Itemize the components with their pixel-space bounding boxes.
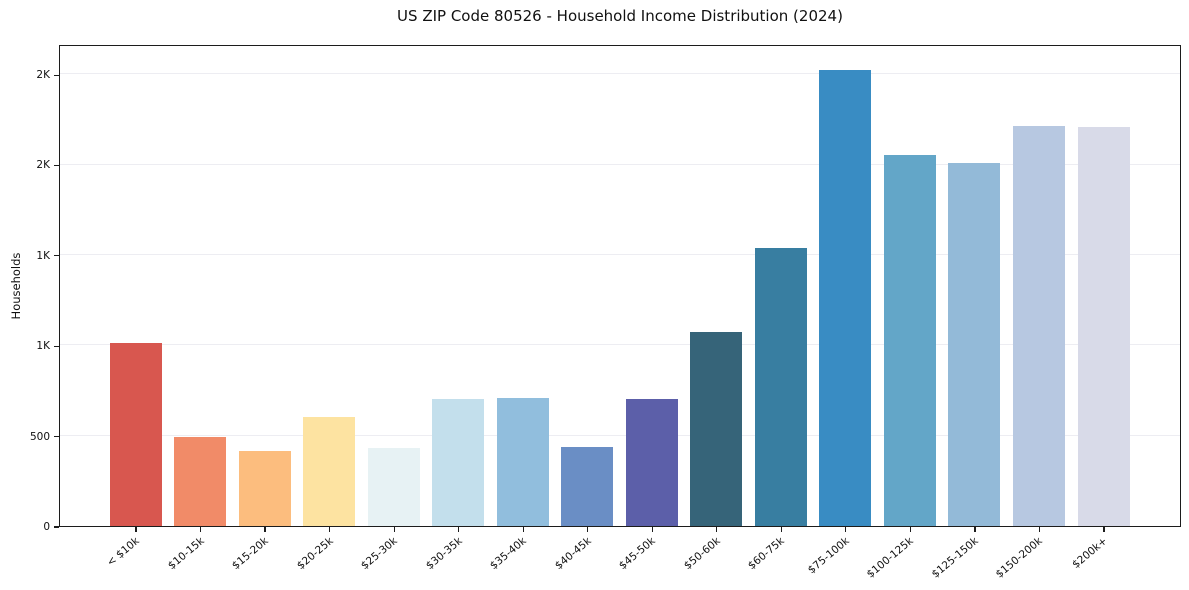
bar-75-100k [819, 69, 872, 526]
bar-100-125k [883, 154, 936, 526]
x-tick-mark [1103, 527, 1105, 532]
y-tick-label: 0 [43, 521, 50, 533]
x-tick-mark [1038, 527, 1041, 532]
x-tick-mark [458, 527, 460, 532]
bar-200k [1077, 127, 1130, 526]
x-tick-mark [199, 527, 202, 532]
y-tick-mark [54, 436, 59, 438]
bar-10-15k [174, 436, 227, 526]
x-tick-mark [845, 527, 847, 532]
bar-20-25k [303, 416, 356, 526]
bar-45-50k [625, 399, 678, 526]
y-tick-label: 2K [36, 159, 50, 172]
x-tick-mark [780, 527, 782, 532]
x-tick-mark [135, 527, 137, 532]
bar-40-45k [561, 447, 614, 526]
y-tick-label: 2K [36, 69, 50, 82]
bar-25-30k [367, 448, 420, 526]
chart-title: US ZIP Code 80526 - Household Income Dis… [397, 7, 843, 25]
gridline [60, 163, 1180, 165]
y-tick-mark [54, 74, 59, 76]
y-tick-mark [54, 164, 59, 167]
y-tick-mark [54, 255, 59, 257]
y-tick-mark [54, 526, 59, 528]
bar-60-75k [754, 247, 807, 526]
x-tick-mark [716, 527, 718, 532]
bar-10k [109, 343, 162, 526]
x-tick-mark [329, 527, 331, 532]
x-tick-mark [909, 527, 911, 532]
y-tick-mark [54, 345, 59, 347]
x-tick-mark [974, 527, 976, 532]
bar-30-35k [432, 398, 485, 526]
bar-150-200k [1012, 125, 1065, 526]
y-tick-label: 1K [36, 249, 50, 262]
bar-125-150k [948, 162, 1001, 526]
gridline [60, 253, 1180, 255]
x-tick-mark [522, 527, 524, 532]
x-tick-mark [264, 527, 266, 532]
x-tick-mark [587, 527, 589, 532]
x-tick-mark [651, 527, 653, 532]
bar-15-20k [238, 451, 291, 526]
bar-35-40k [496, 397, 549, 526]
gridline [60, 344, 1180, 346]
plot-area [59, 45, 1181, 527]
gridline [60, 434, 1180, 436]
bar-50-60k [690, 331, 743, 526]
gridline [60, 73, 1180, 75]
x-tick-mark [393, 527, 395, 532]
y-tick-label: 500 [29, 430, 50, 443]
x-tick-label: < $10k [104, 535, 142, 569]
y-tick-label: 1K [36, 340, 50, 353]
